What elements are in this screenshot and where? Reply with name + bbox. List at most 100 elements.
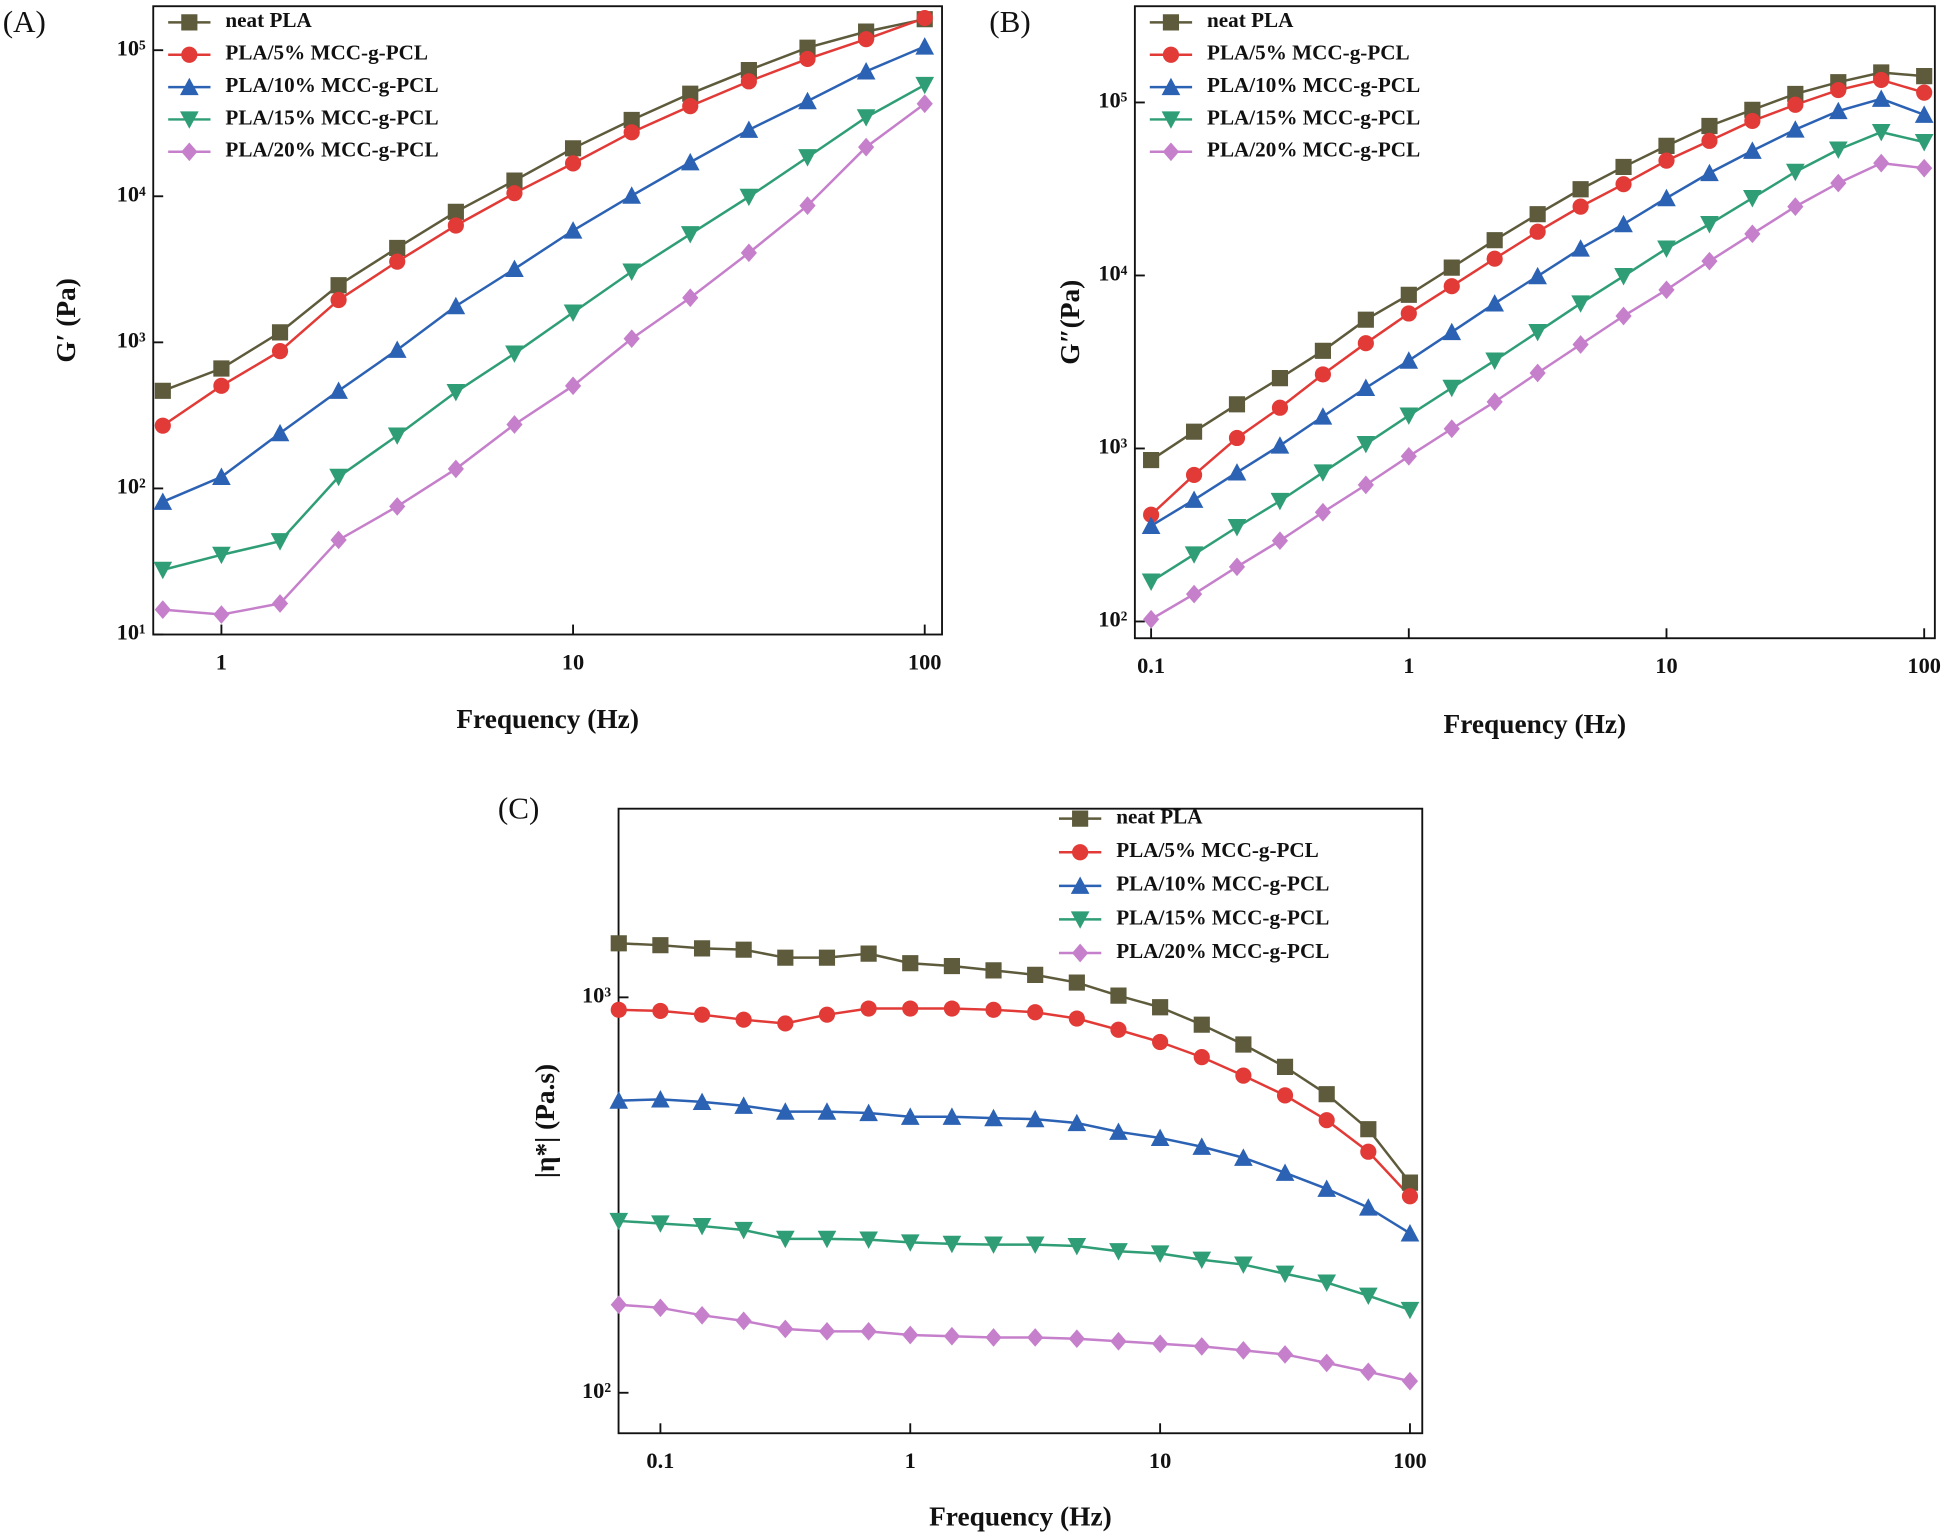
legend-label: PLA/20% MCC-g-PCL	[1207, 138, 1420, 162]
series-line	[1150, 71, 1925, 462]
marker	[900, 1107, 920, 1125]
series-line	[1150, 97, 1925, 527]
legend-label: PLA/15% MCC-g-PCL	[225, 105, 438, 129]
chart-panel: (B) Frequency (Hz) G″(Pa) 0.1 1 10 100 10² 10³ 10…	[989, 4, 1941, 739]
marker	[1360, 1121, 1377, 1138]
marker	[1443, 278, 1460, 295]
x-tick-label: 100	[1393, 1448, 1427, 1473]
marker	[563, 304, 583, 322]
marker	[1614, 268, 1633, 286]
marker	[740, 243, 757, 263]
marker	[623, 124, 640, 141]
marker	[1914, 105, 1934, 123]
marker	[1068, 1010, 1085, 1027]
legend-label: PLA/20% MCC-g-PCL	[1116, 939, 1329, 963]
marker	[1700, 163, 1719, 182]
marker	[734, 1221, 753, 1240]
marker	[1701, 251, 1718, 271]
marker	[1027, 1004, 1044, 1021]
marker	[330, 277, 347, 294]
marker	[389, 253, 406, 270]
panel-label: (A)	[3, 4, 46, 39]
marker	[1830, 81, 1847, 99]
marker	[447, 459, 464, 479]
legend-label: neat PLA	[1207, 8, 1294, 32]
marker	[1830, 173, 1847, 193]
y-axis-label: |η*| (Pa.s)	[530, 1064, 560, 1178]
marker	[1067, 1113, 1087, 1132]
marker	[1701, 132, 1718, 149]
y-tick-label: 10⁵	[117, 35, 146, 60]
y-tick-label: 10⁴	[117, 181, 146, 206]
marker	[1785, 120, 1805, 138]
marker	[680, 152, 700, 171]
marker	[1235, 1341, 1252, 1360]
marker	[1614, 214, 1633, 233]
legend-marker	[181, 142, 198, 162]
marker	[985, 1328, 1002, 1347]
marker	[1871, 89, 1891, 107]
marker	[447, 203, 464, 220]
marker	[1572, 198, 1589, 215]
marker	[858, 31, 875, 48]
marker	[1192, 1137, 1212, 1155]
marker	[1828, 101, 1848, 120]
marker	[505, 345, 524, 363]
legend-marker	[1162, 14, 1180, 31]
marker	[916, 94, 933, 114]
marker	[1150, 1245, 1170, 1263]
marker	[1110, 1021, 1127, 1038]
marker	[856, 109, 876, 127]
marker	[1571, 295, 1590, 313]
legend-label: PLA/10% MCC-g-PCL	[225, 73, 438, 97]
marker	[1357, 475, 1374, 495]
marker	[1025, 1236, 1045, 1254]
marker	[1143, 506, 1160, 523]
panel-label: (C)	[498, 790, 539, 825]
marker	[610, 935, 627, 952]
marker	[506, 415, 523, 434]
marker	[798, 91, 817, 110]
x-tick-label: 0.1	[1137, 653, 1165, 678]
marker	[1486, 250, 1503, 267]
marker	[777, 1015, 794, 1032]
marker	[1443, 259, 1460, 276]
marker	[860, 1322, 877, 1341]
marker	[1828, 141, 1848, 159]
chart-panel: (A) Frequency (Hz) G′ (Pa) 1 10 100 10¹ 10² 10³ 1…	[3, 4, 943, 734]
marker	[1068, 974, 1085, 991]
y-tick-label: 10²	[117, 474, 146, 499]
x-tick-label: 100	[908, 650, 942, 675]
marker	[1400, 286, 1417, 303]
marker	[734, 1096, 753, 1114]
x-tick-label: 1	[905, 1448, 916, 1473]
y-tick-label: 10²	[1098, 607, 1127, 632]
marker	[1067, 1237, 1087, 1256]
marker	[1787, 96, 1804, 113]
marker	[943, 957, 961, 975]
marker	[622, 186, 642, 204]
marker	[1318, 1086, 1335, 1103]
marker	[1317, 1274, 1337, 1292]
marker	[1270, 492, 1290, 511]
marker	[817, 1102, 837, 1120]
marker	[1443, 419, 1460, 439]
legend-label: PLA/20% MCC-g-PCL	[225, 138, 438, 162]
marker	[1485, 352, 1505, 370]
marker	[651, 1215, 670, 1233]
marker	[1401, 1371, 1419, 1391]
marker	[1572, 181, 1589, 198]
marker	[1701, 117, 1718, 135]
x-tick-label: 10	[1655, 653, 1677, 678]
series-line	[618, 1219, 1411, 1312]
marker	[154, 600, 171, 619]
marker	[1141, 573, 1161, 591]
marker	[1276, 1345, 1294, 1364]
marker	[1916, 84, 1933, 101]
legend-marker	[1072, 844, 1089, 861]
marker	[609, 1212, 629, 1231]
y-tick-label: 10⁵	[1098, 88, 1127, 113]
marker	[1152, 999, 1169, 1016]
marker	[1275, 1163, 1295, 1181]
x-tick-label: 0.1	[646, 1448, 674, 1473]
